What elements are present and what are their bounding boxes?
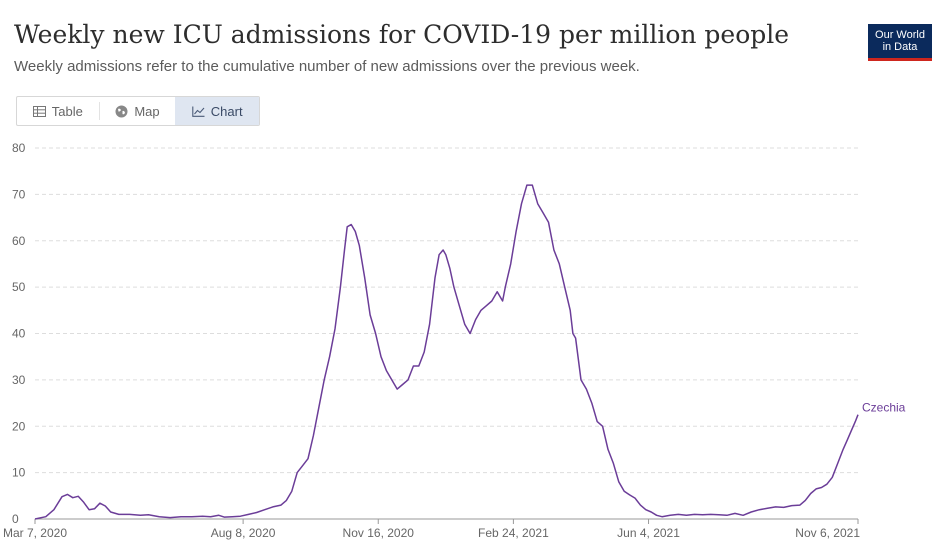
view-tabs: Table Map Chart	[16, 96, 260, 126]
tab-table-label: Table	[51, 103, 83, 119]
logo-line-1: Our World	[875, 29, 925, 41]
tab-table[interactable]: Table	[17, 97, 99, 125]
page-title: Weekly new ICU admissions for COVID-19 p…	[14, 20, 790, 49]
x-tick-label-1: Aug 8, 2020	[211, 526, 276, 540]
series-layer: Czechia	[34, 184, 906, 520]
x-tick-label-4: Jun 4, 2021	[617, 526, 680, 540]
y-axis: 0 10 20 30 40 50 60 70 80	[12, 141, 26, 526]
y-tick-label-60: 60	[12, 234, 26, 248]
y-tick-label-0: 0	[12, 512, 19, 526]
grid-lines	[35, 147, 858, 474]
owid-logo[interactable]: Our World in Data	[868, 24, 932, 61]
series-label-czechia: Czechia	[862, 401, 906, 415]
page-subtitle: Weekly admissions refer to the cumulativ…	[14, 58, 640, 75]
tab-map-label: Map	[134, 103, 160, 119]
tab-divider	[98, 102, 100, 120]
y-tick-label-30: 30	[12, 373, 26, 387]
globe-icon	[115, 105, 128, 118]
tab-map[interactable]: Map	[100, 97, 176, 125]
y-tick-label-50: 50	[12, 280, 26, 294]
tab-chart[interactable]: Chart	[175, 97, 259, 125]
y-tick-label-40: 40	[12, 327, 26, 341]
series-line-czechia	[34, 184, 859, 520]
tab-chart-label: Chart	[210, 103, 243, 119]
x-tick-label-3: Feb 24, 2021	[478, 526, 549, 540]
x-tick-label-0: Mar 7, 2020	[3, 526, 67, 540]
table-icon	[32, 105, 46, 117]
line-chart-icon	[192, 106, 205, 117]
logo-line-2: in Data	[882, 41, 918, 53]
chart-area: 0 10 20 30 40 50 60 70 80 Mar 7, 2020 Aug 8, 2020…	[3, 141, 906, 540]
y-tick-label-70: 70	[12, 187, 26, 201]
x-tick-label-5: Nov 6, 2021	[795, 526, 860, 540]
y-tick-label-80: 80	[12, 141, 26, 155]
x-tick-label-2: Nov 16, 2020	[343, 526, 415, 540]
y-tick-label-10: 10	[12, 466, 26, 480]
x-axis: Mar 7, 2020 Aug 8, 2020 Nov 16, 2020 Feb 24…	[3, 518, 860, 540]
y-tick-label-20: 20	[12, 419, 26, 433]
